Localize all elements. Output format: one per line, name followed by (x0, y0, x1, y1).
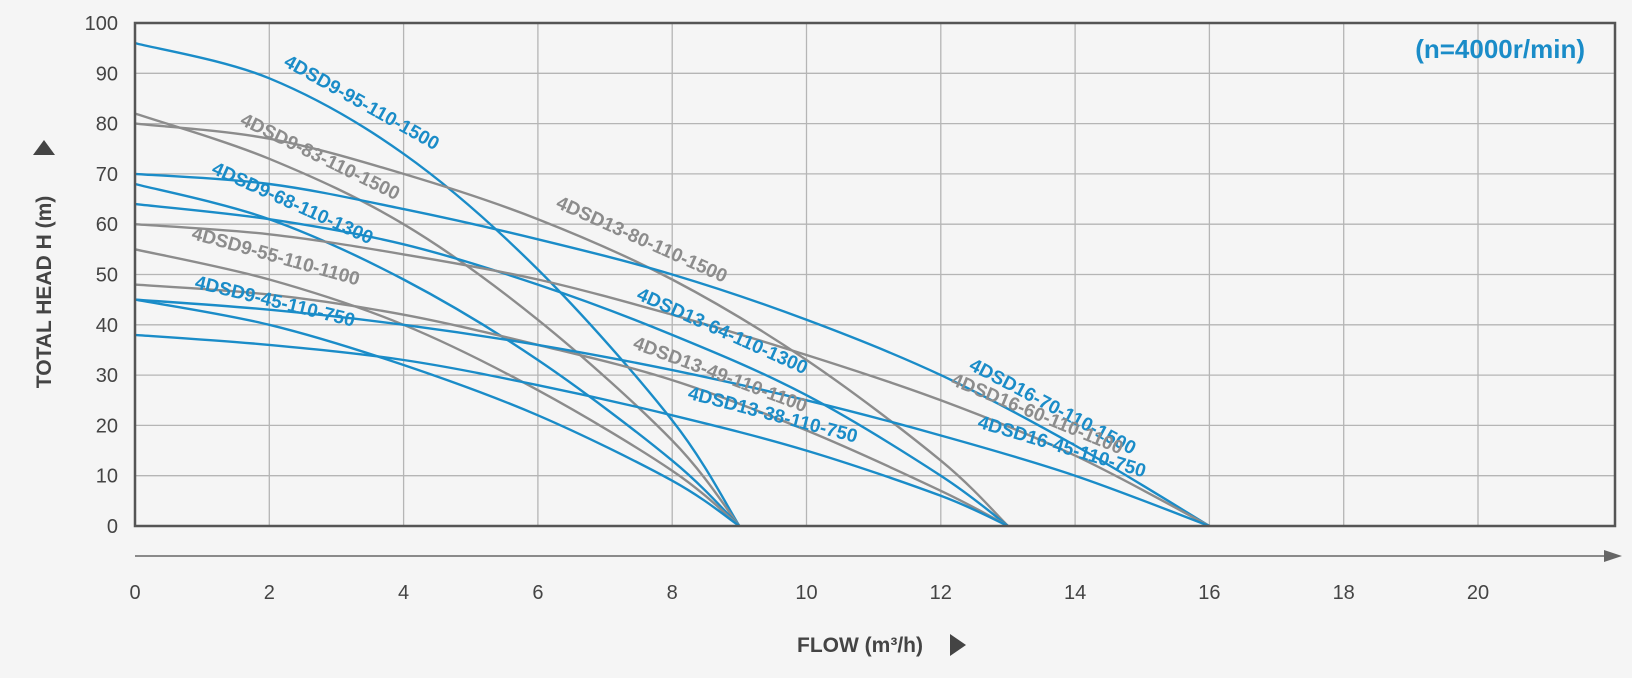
curve-4dsd9-55-110-1100 (134, 248, 741, 527)
x-tick-16: 16 (1198, 582, 1220, 604)
curve-4dsd13-49-110-1100 (134, 283, 1009, 528)
y-axis-title: TOTAL HEAD H (m) (33, 196, 56, 389)
curve-4dsd13-38-110-750 (134, 333, 1009, 528)
chart-title-speed: (n=4000r/min) (1415, 34, 1585, 64)
y-tick-40: 40 (96, 315, 118, 337)
x-tick-18: 18 (1333, 582, 1355, 604)
curve-4dsd9-95-110-1500 (134, 41, 741, 527)
y-tick-60: 60 (96, 214, 118, 236)
grid (135, 23, 1615, 526)
y-tick-labels: 0 10 20 30 40 50 60 70 80 90 100 (85, 13, 118, 538)
y-tick-50: 50 (96, 265, 118, 287)
x-tick-8: 8 (667, 582, 678, 604)
x-tick-14: 14 (1064, 582, 1086, 604)
performance-curves (134, 41, 1211, 528)
y-tick-10: 10 (96, 466, 118, 488)
curve-4dsd13-80-110-1500 (134, 122, 1009, 527)
y-tick-90: 90 (96, 63, 118, 85)
curve-4dsd16-70-110-1500 (134, 172, 1211, 528)
x-tick-0: 0 (129, 582, 140, 604)
x-tick-2: 2 (264, 582, 275, 604)
y-tick-0: 0 (107, 516, 118, 538)
x-tick-20: 20 (1467, 582, 1489, 604)
curve-4dsd13-64-110-1300 (134, 202, 1009, 527)
x-axis-arrowhead-icon (1604, 550, 1622, 562)
y-tick-20: 20 (96, 415, 118, 437)
y-tick-70: 70 (96, 164, 118, 186)
curve-4dsd16-60-110-1100 (134, 223, 1210, 528)
curve-4dsd9-45-110-750 (134, 298, 741, 527)
y-tick-30: 30 (96, 365, 118, 387)
x-tick-4: 4 (398, 582, 409, 604)
curve-label-4dsd13-80-110-1500: 4DSD13-80-110-1500 (553, 192, 730, 287)
x-tick-6: 6 (532, 582, 543, 604)
plot-frame (133, 21, 1617, 528)
curve-4dsd9-68-110-1300 (134, 182, 741, 527)
curve-4dsd9-83-110-1500 (134, 112, 741, 527)
curve-4dsd16-45-110-750 (134, 298, 1210, 528)
x-tick-12: 12 (930, 582, 952, 604)
x-axis-title-arrow-icon (950, 634, 966, 656)
x-tick-10: 10 (795, 582, 817, 604)
y-tick-80: 80 (96, 114, 118, 136)
y-axis-title-arrow-icon (33, 140, 55, 155)
x-axis-title: FLOW (m³/h) (797, 634, 923, 657)
x-tick-labels: 0 2 4 6 8 10 12 14 16 18 20 (129, 582, 1489, 604)
y-tick-100: 100 (85, 13, 118, 35)
x-axis-arrow (135, 550, 1622, 562)
